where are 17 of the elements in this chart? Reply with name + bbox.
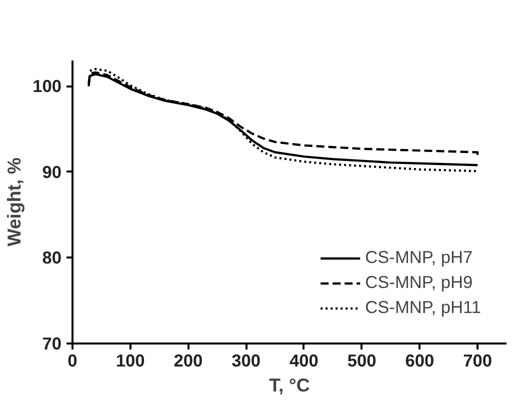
x-tick-label: 200 — [174, 350, 203, 370]
x-tick-label: 300 — [232, 350, 261, 370]
legend-label: CS-MNP, pH11 — [365, 297, 481, 318]
x-tick-label: 400 — [290, 350, 318, 370]
x-tick-label: 0 — [68, 350, 78, 370]
x-tick-label: 600 — [405, 350, 434, 370]
legend-label: CS-MNP, pH9 — [365, 272, 473, 293]
x-axis-title: T, °C — [269, 374, 310, 396]
x-tick-label: 700 — [463, 350, 492, 370]
y-tick-label: 100 — [32, 76, 62, 96]
legend-label: CS-MNP, pH7 — [365, 247, 473, 268]
y-axis-title: Weight, % — [4, 157, 25, 246]
y-tick-label: 90 — [42, 162, 62, 182]
y-tick-label: 70 — [42, 334, 62, 354]
x-tick-label: 500 — [347, 350, 376, 370]
y-tick-label: 80 — [42, 248, 62, 268]
x-tick-label: 100 — [116, 350, 145, 370]
